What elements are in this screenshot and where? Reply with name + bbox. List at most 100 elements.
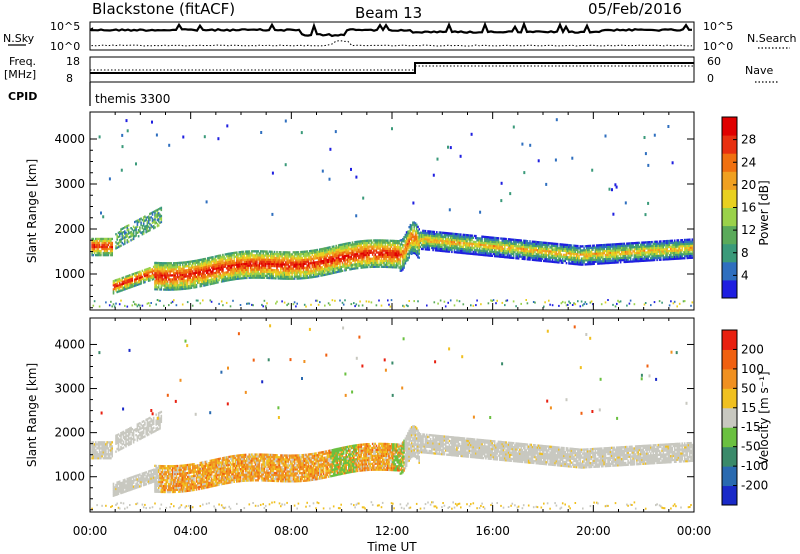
power-cell xyxy=(287,259,290,262)
power-cell xyxy=(288,271,291,274)
power-cell xyxy=(144,281,146,284)
power-cell xyxy=(287,263,290,266)
power-cell xyxy=(208,269,210,272)
power-cell xyxy=(152,273,155,277)
power-cell xyxy=(246,260,248,263)
power-cell xyxy=(236,263,238,266)
power-cell xyxy=(184,285,186,288)
power-cell xyxy=(175,280,178,283)
power-cell xyxy=(93,239,96,243)
power-cell xyxy=(227,256,229,260)
power-cell xyxy=(228,258,230,261)
power-cell xyxy=(173,278,175,281)
power-cell xyxy=(282,259,285,262)
power-cell xyxy=(155,278,157,281)
power-cell xyxy=(163,284,165,287)
power-cell xyxy=(173,270,175,273)
power-cell xyxy=(545,252,548,255)
power-cell xyxy=(169,282,171,285)
power-cell xyxy=(181,285,184,289)
power-cell xyxy=(300,257,302,260)
power-cell xyxy=(185,265,188,268)
power-cell xyxy=(287,277,290,280)
power-cell xyxy=(156,282,159,285)
power-cell xyxy=(217,281,219,284)
power-cell xyxy=(243,254,246,257)
power-cell xyxy=(247,258,249,261)
power-cell xyxy=(106,254,108,257)
power-cell xyxy=(152,269,155,272)
power-cell xyxy=(225,267,228,270)
power-cell xyxy=(238,275,241,278)
power-cell xyxy=(204,267,207,271)
power-cell xyxy=(253,270,256,273)
power-cell xyxy=(191,266,194,269)
power-cell xyxy=(190,274,193,277)
power-cell xyxy=(222,259,224,263)
power-cell xyxy=(249,270,252,273)
power-cell xyxy=(190,268,193,271)
power-cell xyxy=(181,265,184,268)
power-cell xyxy=(229,276,232,279)
power-cell xyxy=(296,265,298,268)
power-cell xyxy=(212,258,214,261)
power-cell xyxy=(249,266,252,269)
power-cell xyxy=(115,287,117,290)
power-cell xyxy=(273,258,276,262)
power-cell xyxy=(101,243,103,247)
power-cell xyxy=(195,275,198,279)
power-cell xyxy=(269,262,272,265)
power-cell xyxy=(251,250,253,253)
power-cell xyxy=(208,256,210,260)
power-cell xyxy=(408,254,410,257)
power-cell xyxy=(215,255,218,258)
power-cell xyxy=(155,265,157,269)
power-cell xyxy=(230,272,233,275)
power-cell xyxy=(292,259,295,262)
power-cell xyxy=(246,256,248,259)
power-cell xyxy=(111,245,113,249)
power-cell xyxy=(205,279,208,283)
power-cell xyxy=(286,253,288,256)
power-cell xyxy=(225,255,228,258)
power-cell xyxy=(193,272,195,275)
power-cell xyxy=(295,263,297,266)
power-cell xyxy=(188,275,190,278)
power-cell xyxy=(129,282,131,285)
power-cell xyxy=(175,272,178,275)
power-cell xyxy=(229,272,232,275)
nsky-label: N.Sky xyxy=(3,32,35,45)
power-cell xyxy=(218,266,220,270)
power-cell xyxy=(175,284,178,287)
power-cell xyxy=(237,257,239,260)
power-cell xyxy=(194,263,196,267)
power-cell xyxy=(263,266,266,269)
power-cell xyxy=(165,272,168,275)
power-cell xyxy=(175,282,178,285)
power-cell xyxy=(281,259,283,262)
power-cell xyxy=(91,241,93,245)
power-cell xyxy=(497,239,500,242)
power-cell xyxy=(91,237,93,241)
power-cell xyxy=(95,254,97,257)
freq-panel: Freq. [MHz] 18 8 60 0 Nave xyxy=(4,55,778,85)
power-cell xyxy=(183,275,185,278)
power-cell xyxy=(256,258,258,261)
power-cell xyxy=(281,257,283,260)
power-cell xyxy=(219,276,222,279)
power-cell xyxy=(202,264,204,267)
power-cell xyxy=(224,261,227,264)
power-cell xyxy=(217,271,219,274)
power-cell xyxy=(241,271,243,274)
power-cell xyxy=(556,242,559,246)
power-cell xyxy=(96,251,98,255)
power-cell xyxy=(155,271,157,275)
power-cell xyxy=(239,251,242,254)
power-cell xyxy=(233,251,235,255)
power-cell xyxy=(282,271,285,274)
power-cell xyxy=(297,277,300,280)
power-cell xyxy=(198,279,200,282)
power-cell xyxy=(223,257,225,260)
power-cell xyxy=(185,279,188,282)
power-cell xyxy=(257,270,259,273)
